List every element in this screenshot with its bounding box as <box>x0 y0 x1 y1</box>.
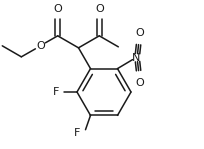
Text: O: O <box>135 28 144 38</box>
Text: F: F <box>53 87 59 97</box>
Text: O: O <box>53 4 62 14</box>
Text: F: F <box>74 128 81 138</box>
Text: N: N <box>132 53 141 63</box>
Text: O: O <box>135 78 144 88</box>
Text: O: O <box>36 41 45 51</box>
Text: O: O <box>95 4 104 14</box>
